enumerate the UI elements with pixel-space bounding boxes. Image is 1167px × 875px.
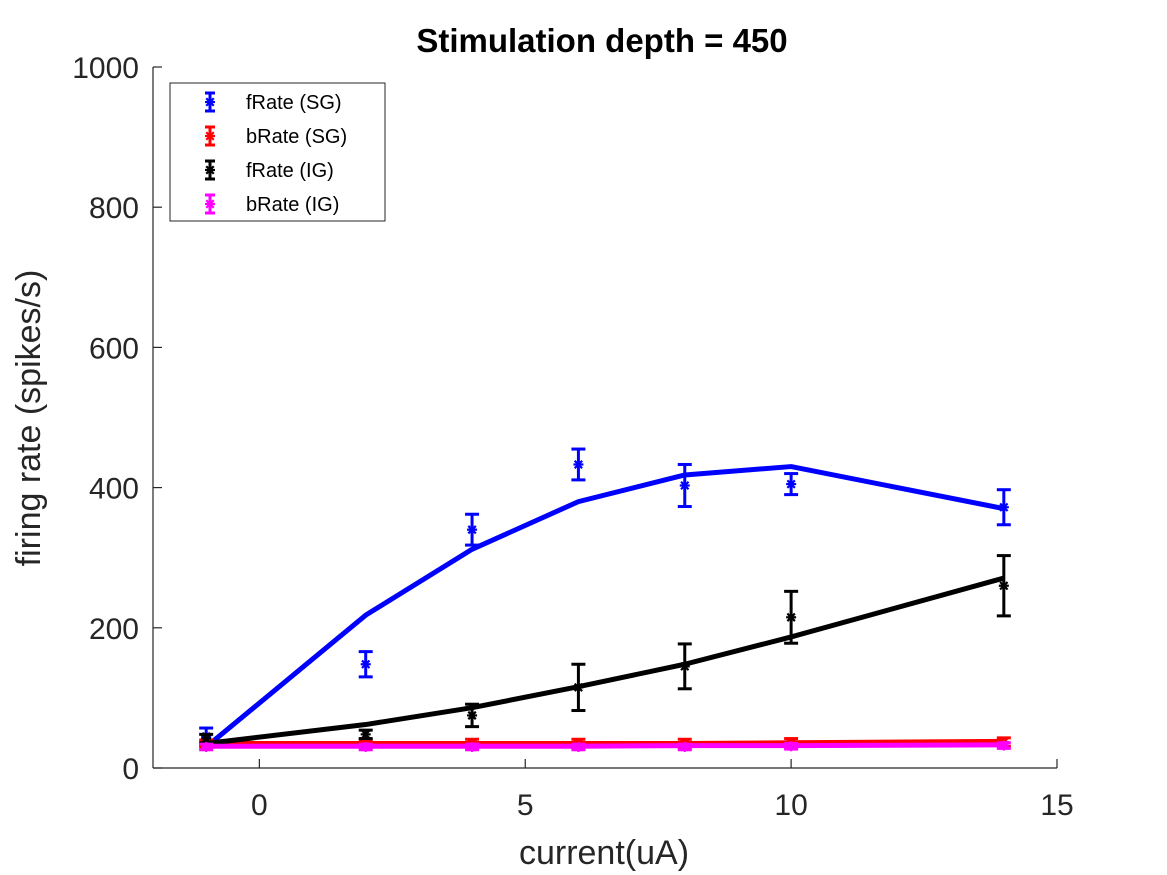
- legend-entry-3: bRate (IG): [205, 193, 339, 216]
- marker-stroke: [786, 479, 796, 489]
- marker-stroke: [573, 682, 583, 692]
- plot-area: [199, 447, 1011, 752]
- marker-stroke: [361, 742, 371, 752]
- y-tick-label: 800: [89, 192, 139, 225]
- marker-stroke: [467, 525, 477, 535]
- y-tick-label: 400: [89, 473, 139, 506]
- legend-marker: [205, 199, 215, 209]
- data-point: [998, 580, 1009, 591]
- data-point: [573, 459, 584, 470]
- data-point: [573, 682, 584, 693]
- legend: fRate (SG) bRate (SG) fRate (IG) bRate (IG): [169, 82, 386, 222]
- data-point: [201, 741, 212, 752]
- data-point: [786, 479, 797, 490]
- legend-marker: [205, 131, 215, 141]
- marker-stroke: [999, 502, 1009, 512]
- x-axis-label: current(uA): [519, 834, 689, 872]
- x-tick-label: 10: [774, 789, 807, 822]
- data-point: [998, 740, 1009, 751]
- data-point: [360, 729, 371, 740]
- y-tick-label: 0: [122, 753, 139, 786]
- data-point: [467, 710, 478, 721]
- marker-stroke: [786, 741, 796, 751]
- data-point: [786, 612, 797, 623]
- marker-stroke: [361, 659, 371, 669]
- series-fit-line: [204, 464, 1005, 749]
- series-3: [199, 740, 1011, 752]
- marker-stroke: [573, 459, 583, 469]
- legend-entry-2: fRate (IG): [205, 159, 334, 182]
- data-point: [360, 741, 371, 752]
- legend-label: bRate (SG): [246, 126, 347, 148]
- data-point: [679, 480, 690, 491]
- marker-stroke: [999, 741, 1009, 751]
- y-tick-label: 200: [89, 613, 139, 646]
- marker-stroke: [205, 131, 215, 141]
- marker-stroke: [573, 742, 583, 752]
- data-point: [201, 733, 212, 744]
- data-point: [467, 741, 478, 752]
- legend-entry-1: bRate (SG): [205, 125, 347, 148]
- marker-stroke: [205, 199, 215, 209]
- data-point: [786, 741, 797, 752]
- chart-title: Stimulation depth = 450: [416, 22, 787, 59]
- legend-box: [169, 82, 386, 222]
- marker-stroke: [999, 581, 1009, 591]
- marker-stroke: [361, 729, 371, 739]
- legend-entry-0: fRate (SG): [205, 91, 342, 114]
- legend-label: bRate (IG): [246, 194, 339, 216]
- marker-stroke: [201, 734, 211, 744]
- y-tick-label: 600: [89, 332, 139, 365]
- marker-stroke: [680, 661, 690, 671]
- data-point: [467, 524, 478, 535]
- data-point: [573, 741, 584, 752]
- series-2: [199, 554, 1011, 746]
- marker-stroke: [680, 480, 690, 491]
- x-tick-label: 15: [1040, 789, 1073, 822]
- y-tick-label: 1000: [72, 52, 139, 85]
- marker-stroke: [680, 742, 690, 752]
- y-axis-label: firing rate (spikes/s): [10, 270, 48, 567]
- legend-marker: [205, 165, 215, 175]
- legend-label: fRate (SG): [246, 92, 342, 114]
- x-tick-label: 0: [251, 789, 268, 822]
- marker-stroke: [786, 612, 796, 622]
- marker-stroke: [201, 742, 211, 752]
- x-tick-label: 5: [517, 789, 534, 822]
- data-point: [998, 502, 1009, 513]
- series-fit-line: [206, 742, 1004, 749]
- legend-label: fRate (IG): [246, 160, 334, 182]
- marker-stroke: [467, 710, 477, 720]
- data-point: [679, 741, 690, 752]
- marker-stroke: [205, 97, 215, 107]
- legend-marker: [205, 97, 215, 107]
- marker-stroke: [467, 742, 477, 752]
- marker-stroke: [205, 165, 215, 175]
- axes: 0 200 400 600 800 1000 0 5 10 15: [72, 52, 1073, 822]
- data-point: [360, 659, 371, 670]
- data-point: [679, 661, 690, 672]
- series-0: [199, 447, 1011, 749]
